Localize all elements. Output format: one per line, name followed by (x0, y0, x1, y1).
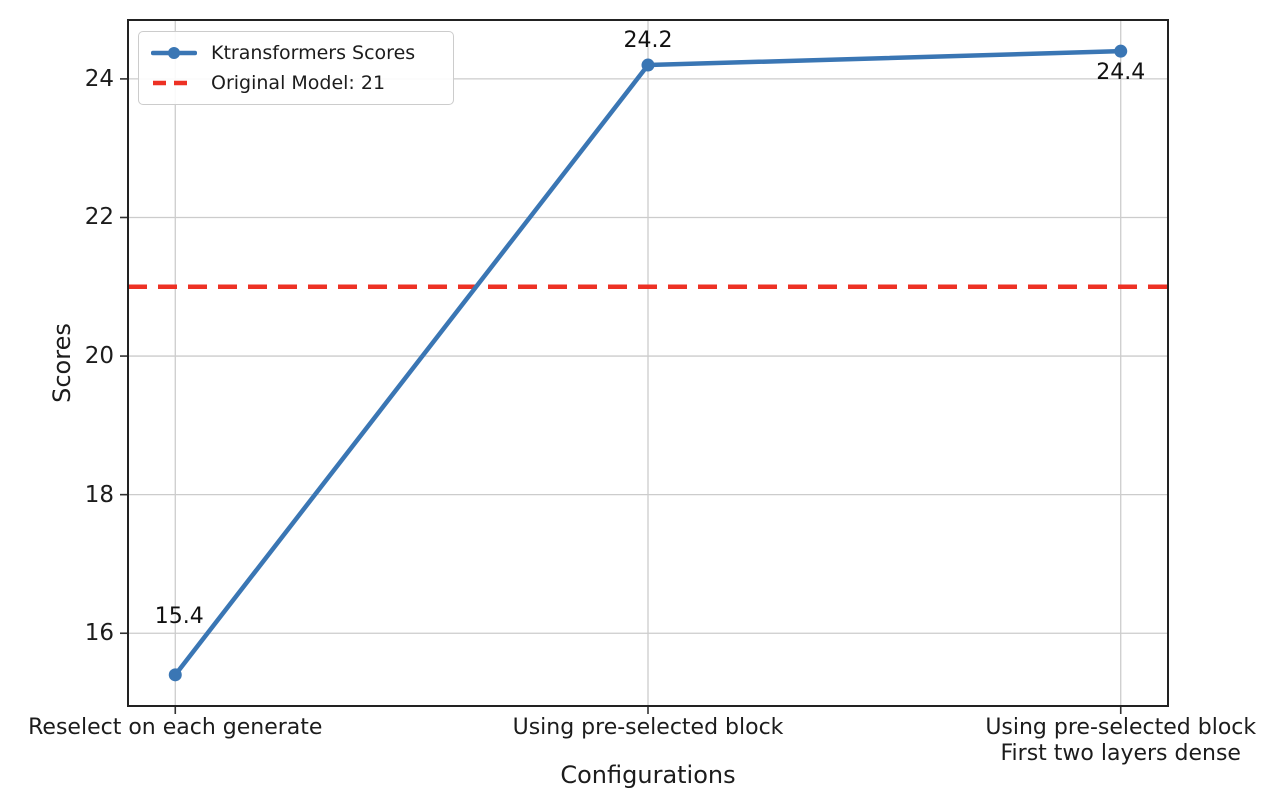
legend: Ktransformers Scores Original Model: 21 (138, 31, 454, 105)
y-tick-label: 16 (84, 620, 114, 647)
series-marker (168, 668, 182, 682)
y-tick-label: 24 (84, 65, 114, 92)
dashed-line-swatch-icon (153, 80, 195, 86)
x-axis-label: Configurations (560, 761, 736, 789)
y-tick-label: 22 (84, 204, 114, 231)
legend-label-series: Ktransformers Scores (211, 42, 416, 64)
x-tick-label: Using pre-selected block (512, 715, 784, 740)
legend-item-reference: Original Model: 21 (151, 70, 441, 96)
point-label: 15.4 (154, 603, 204, 629)
legend-item-series: Ktransformers Scores (151, 40, 441, 66)
solid-line-swatch-icon (151, 47, 197, 59)
x-tick-label: Using pre-selected block First two layer… (985, 715, 1257, 766)
legend-label-reference: Original Model: 21 (211, 72, 386, 94)
series-marker (1114, 44, 1128, 58)
point-label: 24.2 (623, 28, 673, 54)
series-marker (641, 58, 655, 72)
point-label: 24.4 (1096, 60, 1146, 86)
y-tick-label: 18 (84, 481, 114, 508)
plot-border (127, 19, 1169, 707)
x-tick-label: Reselect on each generate (28, 715, 323, 740)
y-tick-label: 20 (84, 343, 114, 370)
